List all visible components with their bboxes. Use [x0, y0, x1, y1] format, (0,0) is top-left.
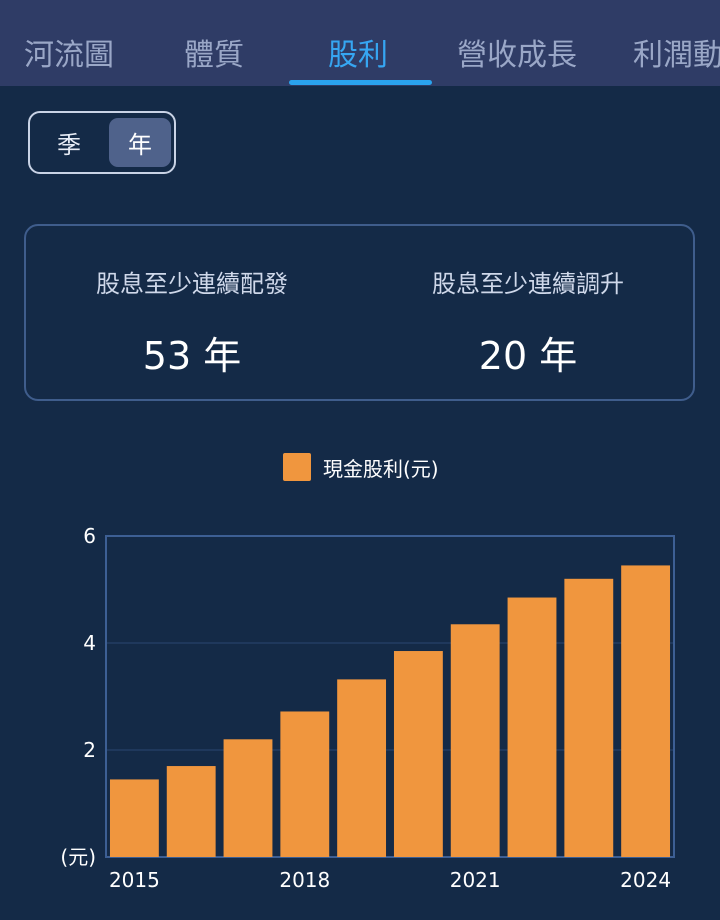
tab-river-chart[interactable]: 河流圖 — [24, 38, 114, 73]
tab-profit[interactable]: 利潤動 — [633, 38, 720, 73]
y-tick-label: 6 — [83, 524, 96, 548]
plot-frame — [105, 535, 675, 858]
x-tick-label: 2021 — [450, 868, 501, 892]
tab-fundamentals[interactable]: 體質 — [184, 38, 244, 73]
chart-legend[interactable]: 現金股利(元) — [283, 452, 439, 482]
bar-2017 — [223, 739, 273, 857]
x-tick-label: 2018 — [279, 868, 330, 892]
bar-2020 — [393, 651, 443, 857]
bar-2016 — [166, 766, 216, 857]
bar-2023 — [564, 578, 614, 857]
consecutive-paid-value: 53 年 — [142, 334, 242, 378]
x-tick-label: 2024 — [620, 868, 671, 892]
tab-revenue-growth[interactable]: 營收成長 — [457, 38, 577, 73]
dividend-bar-chart: 2 4 6 2015 2018 2021 2024 (元) — [60, 524, 675, 892]
bar-2018 — [280, 711, 330, 857]
quarter-toggle-button[interactable]: 季 — [57, 131, 81, 159]
year-toggle-button[interactable]: 年 — [109, 118, 171, 167]
y-tick-label: 4 — [83, 631, 96, 655]
bar-2015 — [109, 779, 159, 857]
bar-2019 — [337, 679, 387, 857]
y-tick-label: 2 — [83, 738, 96, 762]
consecutive-raised-label: 股息至少連續調升 — [432, 270, 624, 298]
tab-dividend[interactable]: 股利 — [328, 38, 388, 73]
consecutive-raised-stat: 股息至少連續調升 20 年 — [378, 264, 678, 380]
consecutive-raised-value: 20 年 — [478, 334, 578, 378]
legend-label: 現金股利(元) — [323, 456, 439, 481]
x-tick-label: 2015 — [109, 868, 160, 892]
period-toggle: 季 年 — [28, 111, 176, 174]
bar-2021 — [450, 624, 500, 857]
dividend-stats-card: 股息至少連續配發 53 年 股息至少連續調升 20 年 — [24, 224, 695, 401]
tab-bar: 河流圖 體質 股利 營收成長 利潤動 — [0, 0, 720, 86]
bar-2022 — [507, 597, 557, 857]
bar-2024 — [621, 565, 671, 857]
consecutive-paid-label: 股息至少連續配發 — [96, 270, 288, 298]
active-tab-indicator — [289, 80, 432, 85]
y-axis-unit-label: (元) — [60, 845, 96, 869]
consecutive-paid-stat: 股息至少連續配發 53 年 — [42, 264, 342, 380]
legend-swatch — [283, 453, 311, 481]
